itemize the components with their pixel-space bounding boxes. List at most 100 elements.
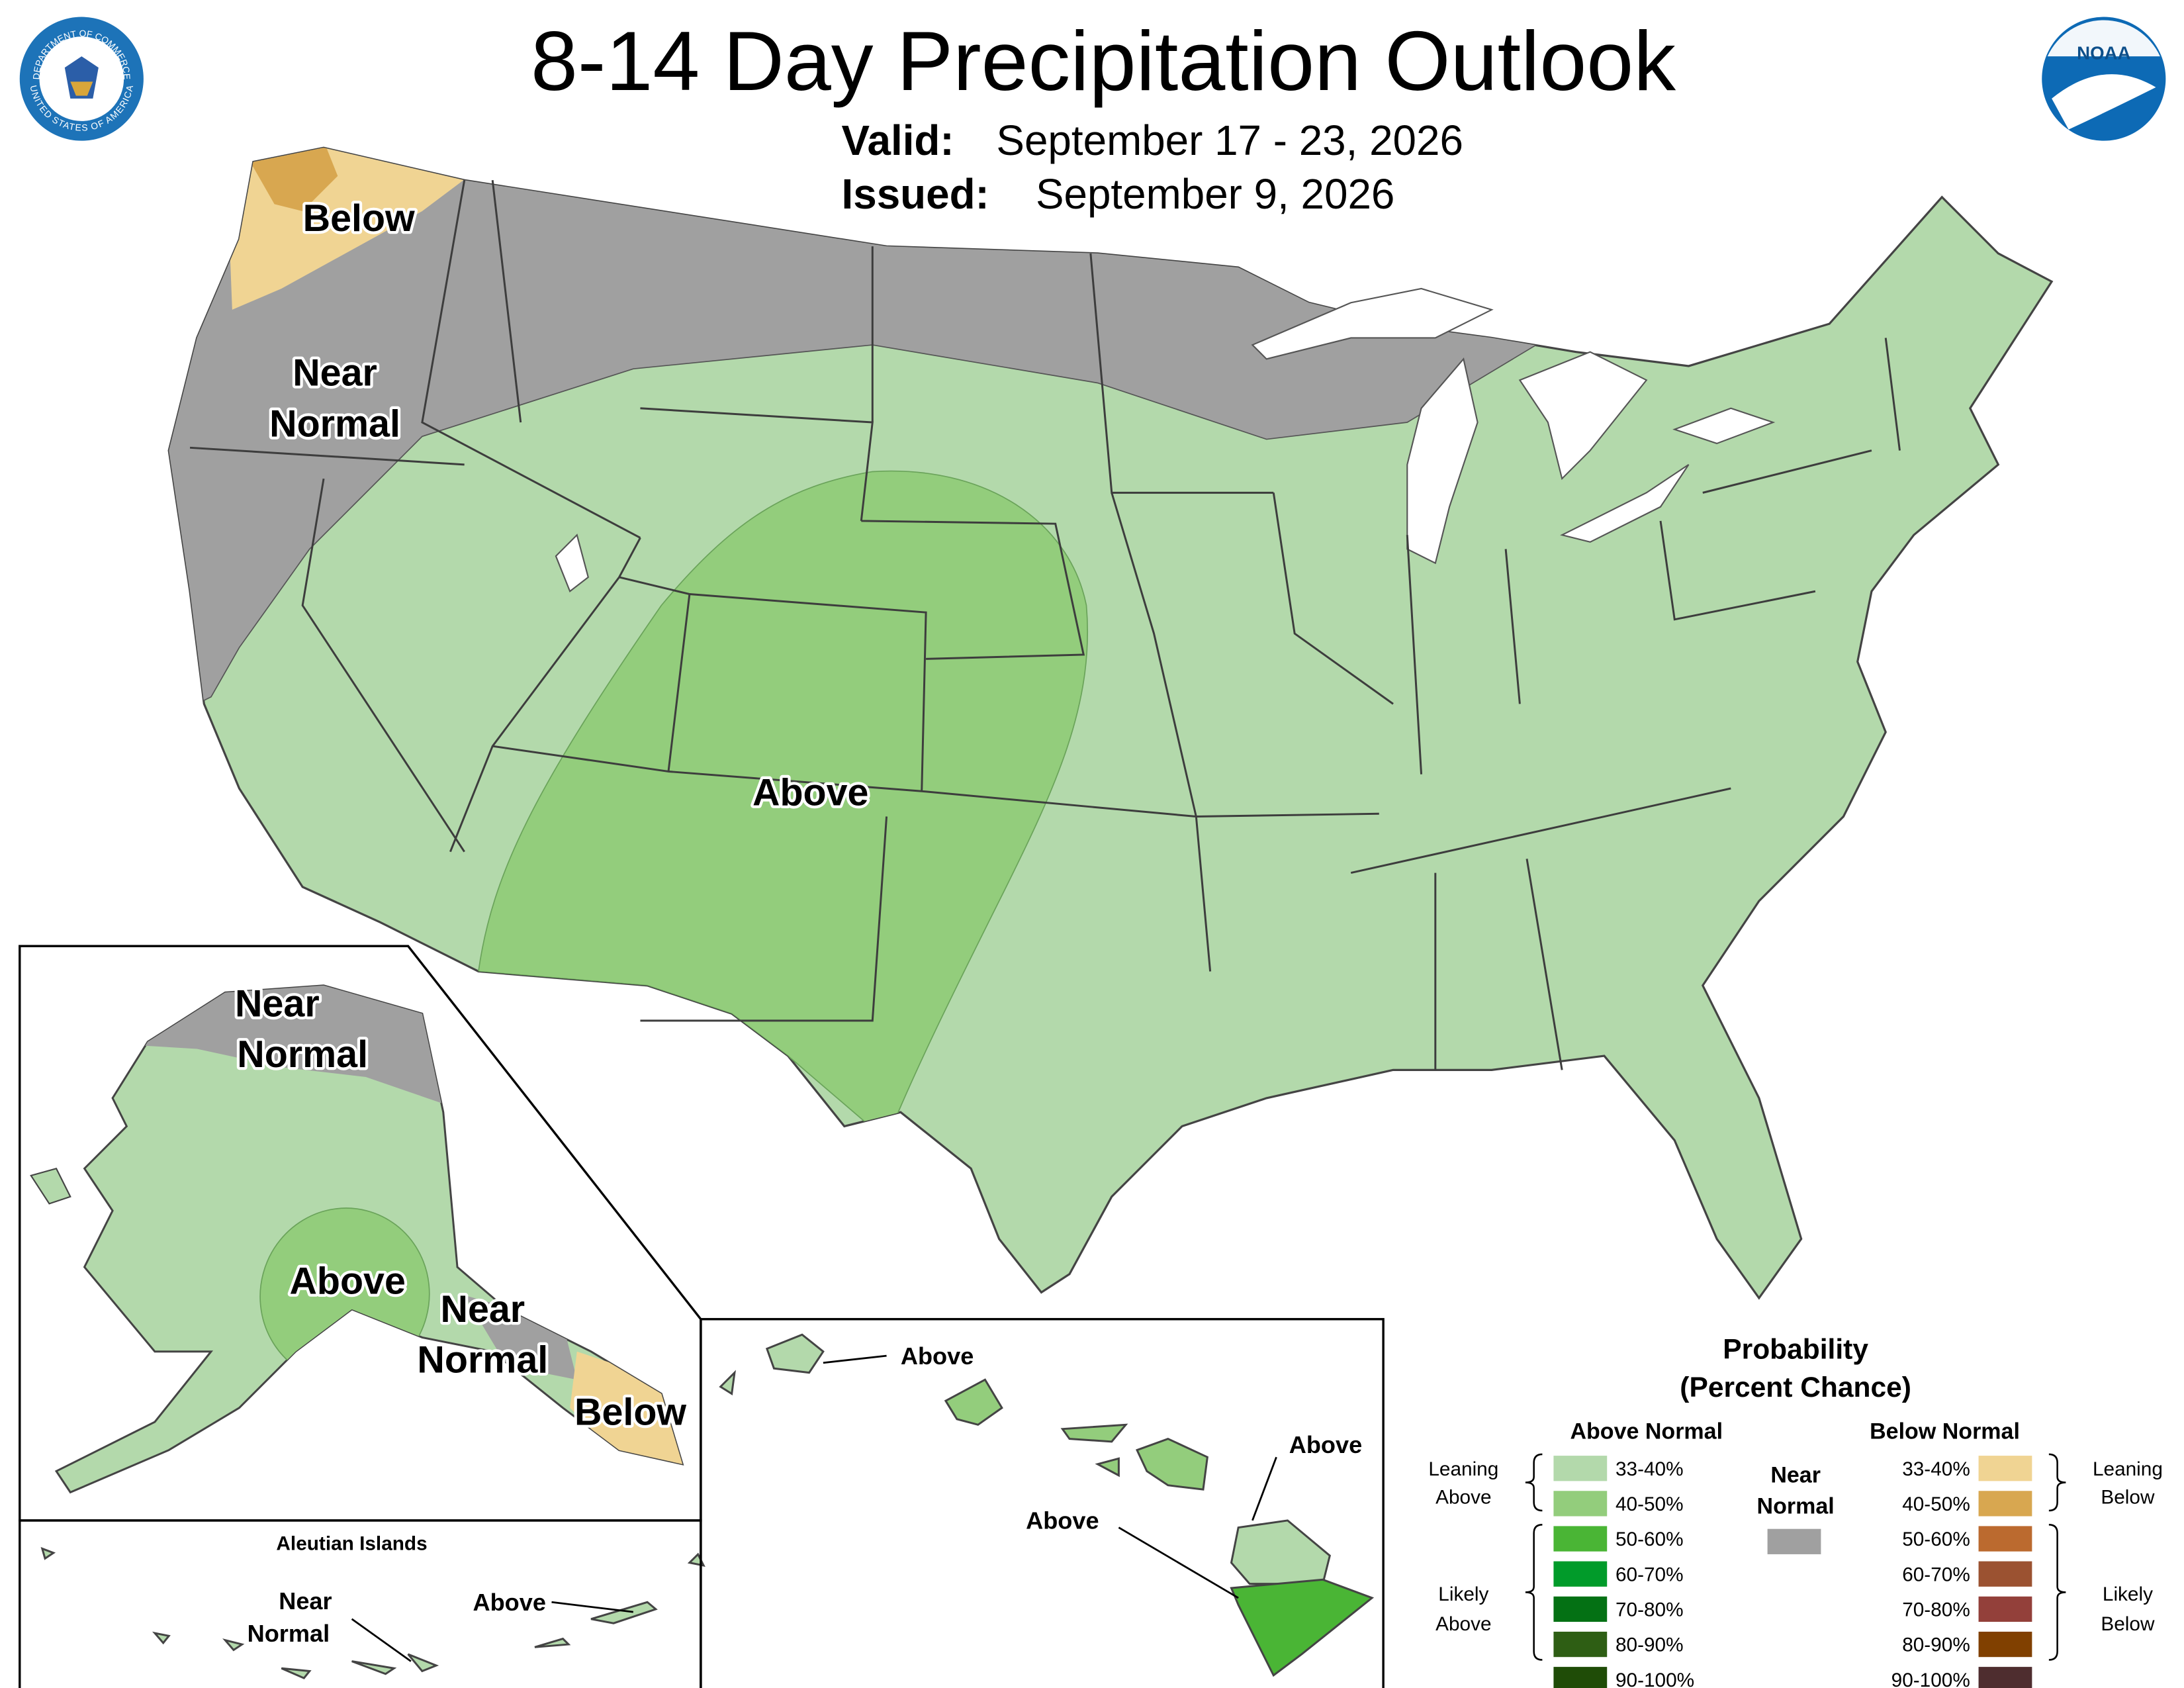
legend-near: Normal — [1757, 1493, 1835, 1519]
legend-swatch — [1978, 1561, 2032, 1587]
legend-title: (Percent Chance) — [1680, 1372, 1911, 1403]
leader-line — [551, 1601, 633, 1613]
noaa-logo: NOAA — [2042, 17, 2166, 141]
issued-date: September 9, 2026 — [1036, 170, 1394, 218]
legend-range: 50-60% — [1902, 1528, 1970, 1550]
bracket-label: Leaning — [2093, 1458, 2163, 1480]
map-label: Below — [303, 197, 415, 240]
oahu — [944, 1378, 1003, 1426]
map-label: Normal — [237, 1033, 368, 1076]
legend-range: 40-50% — [1615, 1493, 1684, 1515]
legend-near: Near — [1770, 1462, 1821, 1487]
big-island-north — [1230, 1519, 1332, 1585]
hawaii-inset: Above Above Above — [700, 1318, 1385, 1688]
legend-range: 70-80% — [1902, 1599, 1970, 1621]
legend-swatch — [1553, 1631, 1608, 1658]
bracket-label: Above — [1435, 1613, 1491, 1635]
map-label: Below — [574, 1391, 686, 1433]
title: 8-14 Day Precipitation Outlook — [531, 14, 1676, 109]
island — [30, 1167, 71, 1205]
conus — [167, 146, 2054, 1300]
lake-superior — [1251, 287, 1494, 360]
kauai — [765, 1333, 825, 1374]
legend-header: Above Normal — [1570, 1419, 1723, 1444]
legend-range: 33-40% — [1615, 1458, 1684, 1480]
big-island-south — [1230, 1578, 1375, 1677]
legend-swatch — [1978, 1526, 2032, 1552]
map-label: Above — [473, 1589, 545, 1616]
map-label: Above — [901, 1342, 974, 1370]
bracket-label: Below — [2101, 1613, 2155, 1635]
legend-swatch — [1553, 1526, 1608, 1552]
bracket-label: Above — [1435, 1486, 1491, 1508]
legend-swatch — [1553, 1456, 1608, 1481]
legend-range: 90-100% — [1615, 1669, 1694, 1688]
map-label: Above — [1026, 1507, 1099, 1534]
legend-swatch — [1553, 1491, 1608, 1517]
niihau — [719, 1370, 736, 1395]
legend-range: 60-70% — [1902, 1564, 1970, 1585]
bracket-label: Likely — [2103, 1583, 2153, 1605]
hawaii-islands — [719, 1333, 1375, 1677]
lake-michigan — [1406, 357, 1479, 565]
bracket-label: Likely — [1438, 1583, 1488, 1605]
legend-range: 80-90% — [1615, 1634, 1684, 1656]
inset-title: Aleutian Islands — [276, 1533, 427, 1555]
map-label: Normal — [269, 402, 400, 445]
legend-range: 80-90% — [1902, 1634, 1970, 1656]
lanai — [1095, 1457, 1120, 1477]
legend-swatch — [1553, 1596, 1608, 1622]
legend-swatch — [1978, 1596, 2032, 1622]
molokai — [1060, 1423, 1128, 1443]
legend-header: Below Normal — [1870, 1419, 2020, 1444]
aleutian-islands — [40, 1547, 705, 1679]
legend: Probability (Percent Chance) Above Norma… — [1428, 1333, 2163, 1688]
alaska-se-near-normal — [464, 1295, 577, 1380]
lake-huron — [1518, 351, 1648, 481]
legend-title: Probability — [1723, 1333, 1868, 1365]
legend-swatch — [1978, 1491, 2032, 1517]
alaska-near-normal — [126, 985, 451, 1105]
valid-label: Valid: — [842, 117, 954, 164]
legend-range: 70-80% — [1615, 1599, 1684, 1621]
state-lines — [189, 179, 1901, 1070]
great-salt-lake — [555, 534, 589, 592]
maui — [1136, 1437, 1208, 1491]
noaa-text: NOAA — [2077, 42, 2130, 63]
legend-swatch — [1978, 1667, 2032, 1688]
legend-range: 40-50% — [1902, 1493, 1970, 1515]
region-near-normal — [169, 148, 1549, 733]
valid-dates: September 17 - 23, 2026 — [996, 117, 1463, 164]
region-above-40-50 — [477, 470, 1089, 1142]
issued-label: Issued: — [842, 170, 989, 218]
commerce-seal: DEPARTMENT OF COMMERCE UNITED STATES OF … — [19, 17, 144, 141]
legend-range: 90-100% — [1891, 1669, 1970, 1688]
leader-line — [823, 1354, 887, 1364]
alaska-inset: Near Normal Above Near Normal Below — [19, 945, 702, 1522]
legend-range: 33-40% — [1902, 1458, 1970, 1480]
map-label: Normal — [417, 1339, 548, 1382]
leader-line — [351, 1618, 412, 1662]
leader-line — [1118, 1526, 1239, 1599]
map-label: Above — [289, 1260, 405, 1302]
legend-swatch — [1553, 1561, 1608, 1587]
bracket-label: Below — [2101, 1486, 2155, 1508]
aleutian-inset: Aleutian Islands Near Normal Above — [19, 1519, 705, 1688]
legend-range: 60-70% — [1615, 1564, 1684, 1585]
leader-line — [1251, 1456, 1277, 1521]
map-label: Above — [1289, 1431, 1362, 1458]
lake-ontario — [1672, 407, 1776, 445]
legend-range: 50-60% — [1615, 1528, 1684, 1550]
map-label: Normal — [248, 1620, 330, 1647]
map-label: Above — [752, 772, 868, 814]
legend-swatch — [1978, 1631, 2032, 1658]
lake-erie — [1560, 463, 1690, 543]
legend-swatch — [1767, 1528, 1821, 1554]
map-label: Near — [293, 352, 377, 395]
bracket-label: Leaning — [1428, 1458, 1498, 1480]
legend-brackets — [1525, 1453, 2066, 1661]
legend-swatch — [1978, 1456, 2032, 1481]
map-label: Near — [235, 983, 320, 1025]
